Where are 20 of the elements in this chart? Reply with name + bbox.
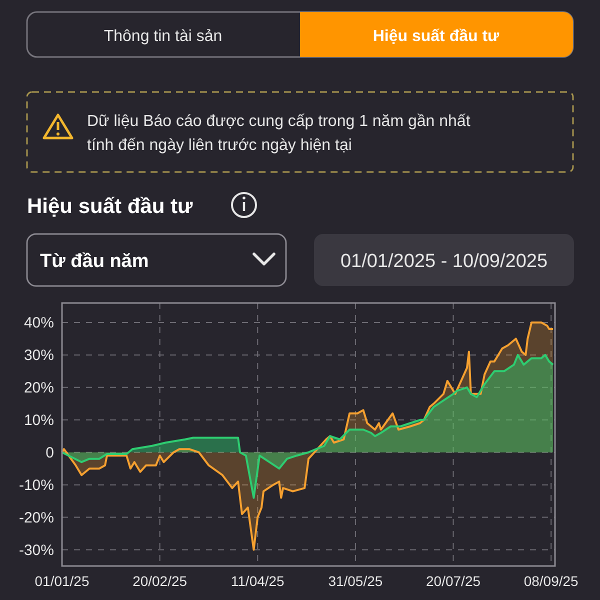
x-tick-label: 20/07/25 xyxy=(426,573,481,589)
x-tick-label: 20/02/25 xyxy=(132,573,188,589)
y-tick-label: 40% xyxy=(24,314,54,332)
text: 01/01/2025 - 10/09/2025 xyxy=(340,251,548,272)
x-tick-label: 31/05/25 xyxy=(328,573,383,589)
y-tick-label: 0 xyxy=(46,444,54,462)
x-tick-label: 01/01/25 xyxy=(34,573,90,589)
y-tick-label: 20% xyxy=(24,380,54,397)
y-tick-label: -20% xyxy=(18,510,54,527)
y-tick-label: 10% xyxy=(24,412,54,430)
y-tick-label: 30% xyxy=(24,347,54,364)
text: Từ đầu năm xyxy=(40,251,149,272)
text: Thông tin tài sản xyxy=(104,28,222,45)
x-tick-label: 08/09/25 xyxy=(524,573,579,589)
text: Dữ liệu Báo cáo được cung cấp trong 1 năm gần nhất tính đến ngày liên trước ngày hiện tại xyxy=(87,113,471,154)
y-tick-label: -10% xyxy=(18,477,54,494)
chart-title: Hiệu suất đầu tư xyxy=(27,195,194,218)
text: Hiệu suất đầu tư xyxy=(372,28,500,45)
x-tick-label: 11/04/25 xyxy=(230,573,285,589)
y-tick-label: -30% xyxy=(18,542,54,560)
